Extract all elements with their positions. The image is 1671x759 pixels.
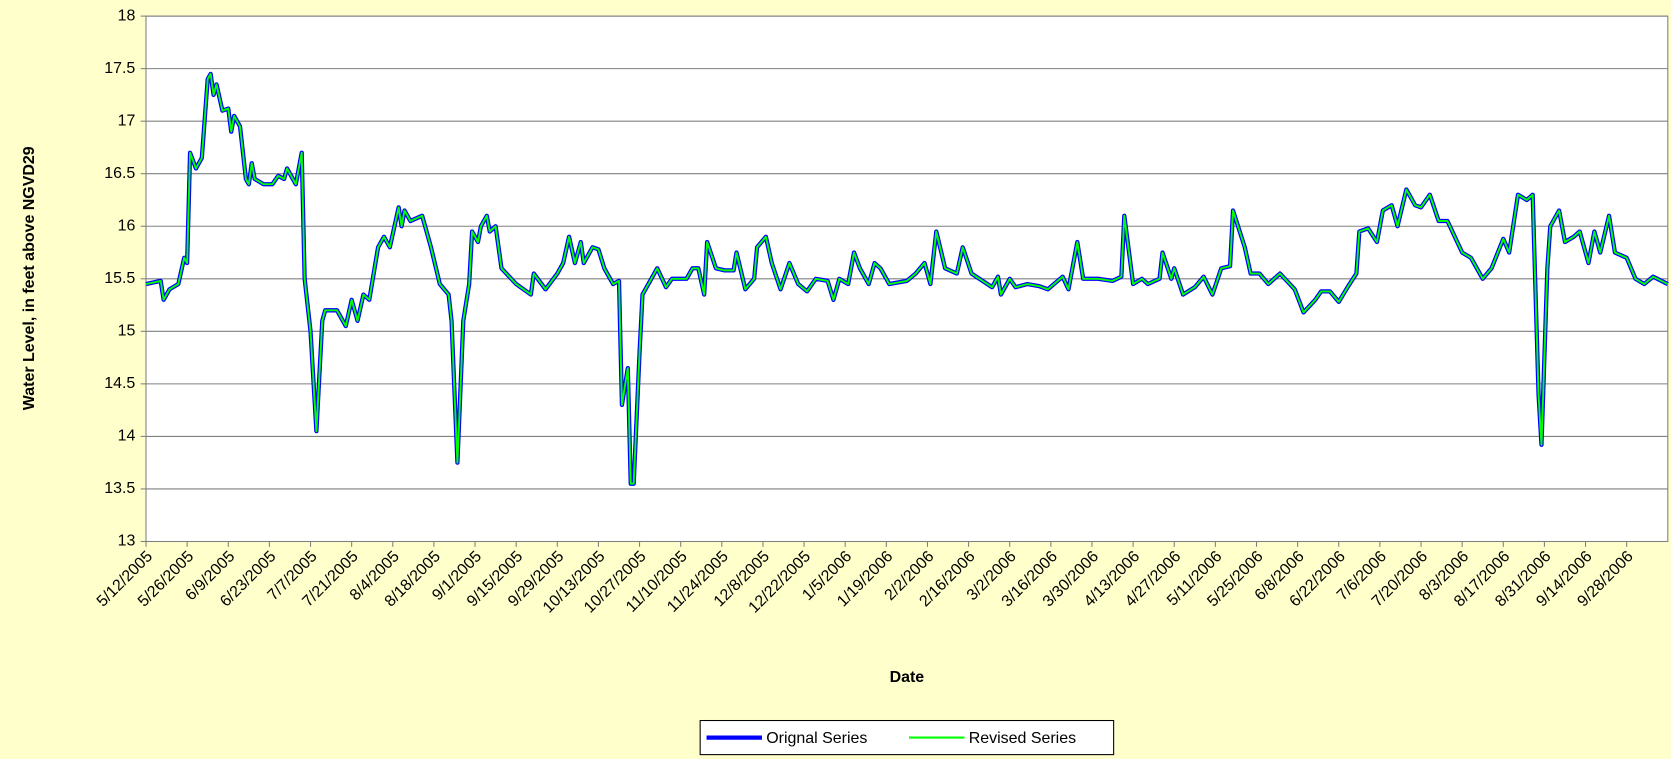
y-axis-label: Water Level, in feet above NGVD29 bbox=[21, 146, 38, 410]
x-axis-label: Date bbox=[890, 669, 925, 686]
y-tick-label: 14.5 bbox=[104, 375, 135, 392]
legend-box bbox=[699, 719, 1115, 756]
plot bbox=[140, 15, 1668, 547]
y-tick-label: 18 bbox=[118, 7, 136, 24]
series-line bbox=[145, 72, 1669, 485]
legend: Orignal Series Revised Series bbox=[699, 719, 1115, 756]
y-tick-label: 15.5 bbox=[104, 270, 135, 287]
y-tick-label: 13.5 bbox=[104, 480, 135, 497]
y-tick-label: 17 bbox=[118, 112, 136, 129]
y-tick-label: 16.5 bbox=[104, 165, 135, 182]
y-tick-label: 17.5 bbox=[104, 60, 135, 77]
y-tick-label: 15 bbox=[118, 323, 136, 340]
legend-label: Revised Series bbox=[969, 730, 1076, 747]
y-tick-label: 13 bbox=[118, 533, 136, 550]
legend-label: Orignal Series bbox=[766, 730, 867, 747]
y-tick-label: 14 bbox=[118, 428, 136, 445]
y-tick-label: 16 bbox=[118, 217, 136, 234]
